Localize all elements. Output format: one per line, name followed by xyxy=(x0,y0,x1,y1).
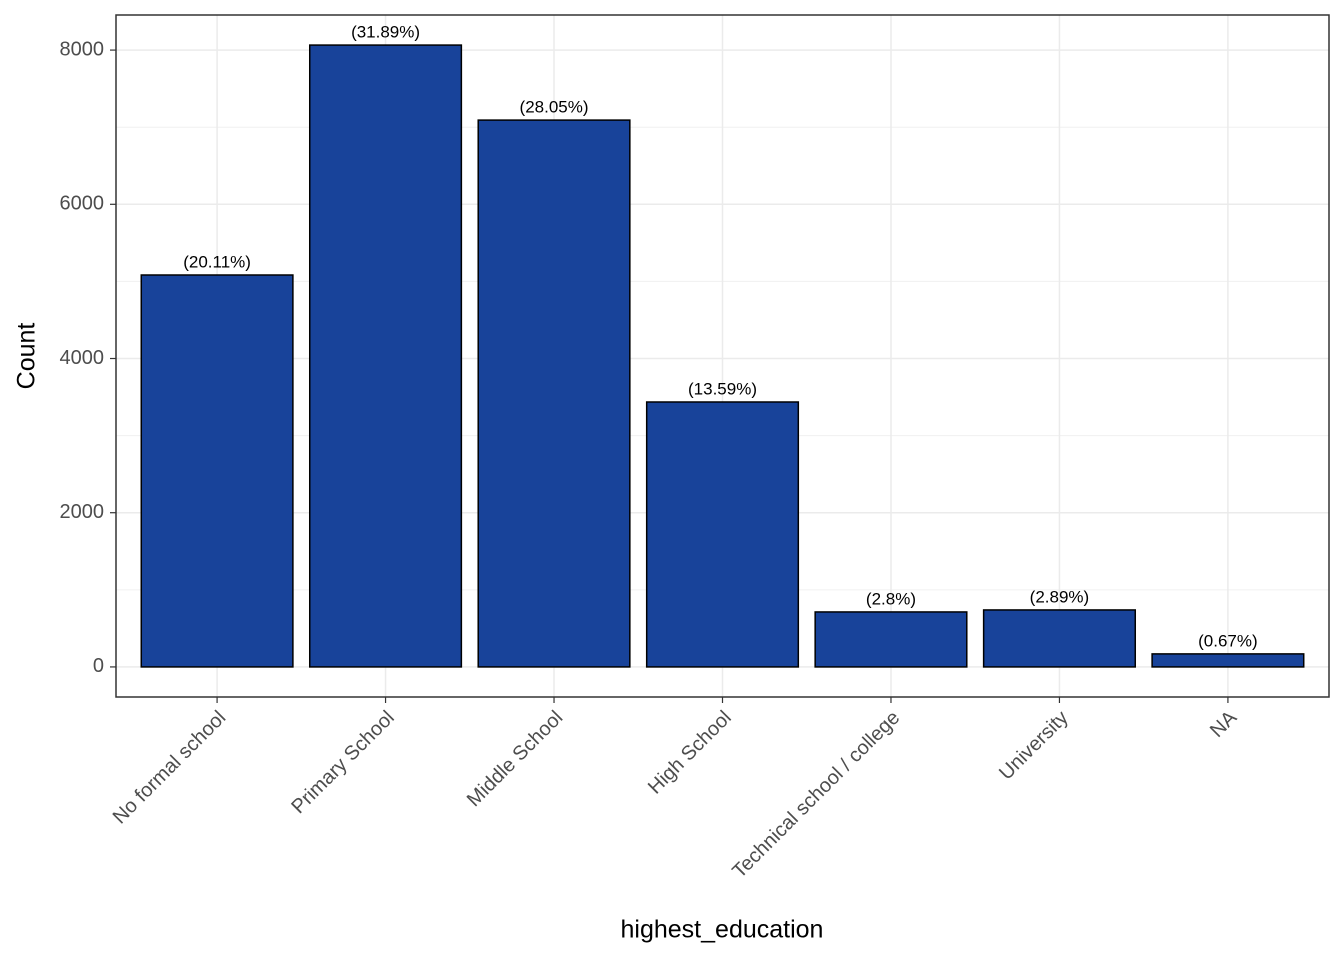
bar xyxy=(814,611,968,668)
x-tick-label: University xyxy=(995,707,1073,785)
y-tick-label: 4000 xyxy=(60,347,105,369)
bar xyxy=(645,401,800,668)
bar-annotation: (31.89%) xyxy=(351,23,420,42)
x-tick-label: NA xyxy=(1206,706,1242,742)
x-tick-label: Technical school / college xyxy=(728,707,904,883)
y-axis-title: Count xyxy=(13,323,41,390)
x-tick-label: High School xyxy=(644,707,736,799)
y-tick-label: 0 xyxy=(93,655,104,677)
bar xyxy=(982,609,1137,668)
bar-annotation: (20.11%) xyxy=(183,252,251,271)
bar xyxy=(1151,653,1305,668)
x-tick-label: Primary School xyxy=(287,707,398,818)
y-tick-label: 6000 xyxy=(60,193,105,215)
bar-annotation: (2.8%) xyxy=(866,589,916,608)
y-tick-label: 8000 xyxy=(60,38,105,60)
bar xyxy=(477,119,631,668)
x-tick-label: Middle School xyxy=(463,707,567,811)
bar xyxy=(308,44,463,668)
panel-border xyxy=(115,14,1330,698)
bar-annotation: (28.05%) xyxy=(520,98,589,117)
x-axis-title: highest_education xyxy=(621,916,824,944)
x-tick-label: No formal school xyxy=(109,707,231,829)
bar-annotation: (13.59%) xyxy=(688,379,757,398)
y-tick-label: 2000 xyxy=(60,501,105,523)
bar-annotation: (2.89%) xyxy=(1030,587,1090,606)
bar-annotation: (0.67%) xyxy=(1198,631,1258,650)
bar xyxy=(140,274,294,668)
